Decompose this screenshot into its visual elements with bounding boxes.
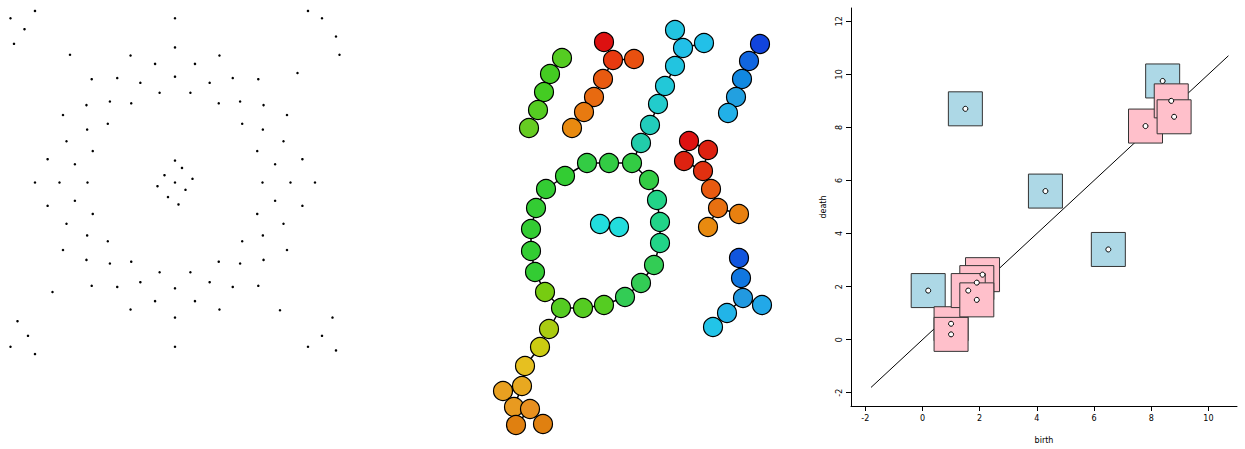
svg-text:0: 0	[920, 414, 925, 423]
svg-text:-2: -2	[861, 414, 869, 423]
svg-text:12: 12	[835, 16, 844, 26]
svg-text:-2: -2	[835, 389, 844, 397]
svg-text:4: 4	[1034, 414, 1039, 423]
svg-text:6: 6	[1091, 414, 1096, 423]
svg-text:6: 6	[835, 178, 844, 183]
svg-text:death: death	[819, 195, 828, 218]
svg-text:8: 8	[1149, 414, 1154, 423]
svg-text:8: 8	[835, 125, 844, 130]
svg-text:2: 2	[977, 414, 982, 423]
svg-text:10: 10	[1203, 414, 1213, 423]
svg-text:0: 0	[835, 337, 844, 342]
svg-text:10: 10	[835, 69, 844, 79]
svg-text:birth: birth	[1035, 436, 1054, 445]
svg-text:2: 2	[835, 284, 844, 289]
svg-text:4: 4	[835, 231, 844, 236]
